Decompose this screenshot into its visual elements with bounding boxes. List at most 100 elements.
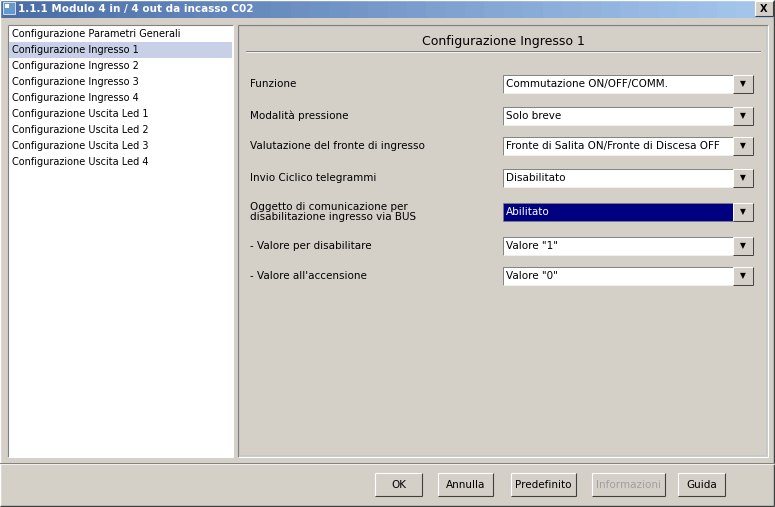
Bar — [733, 107, 753, 125]
Text: Valore "1": Valore "1" — [506, 241, 558, 251]
Text: ▼: ▼ — [740, 112, 746, 121]
Text: Configurazione Ingresso 4: Configurazione Ingresso 4 — [12, 93, 139, 103]
Text: - Valore all'accensione: - Valore all'accensione — [250, 271, 367, 281]
Bar — [39, 0, 59, 18]
Bar — [733, 137, 753, 155]
Text: X: X — [760, 4, 768, 14]
Bar — [155, 0, 175, 18]
Bar — [678, 0, 698, 18]
Bar — [756, 0, 775, 18]
Bar — [484, 0, 505, 18]
Text: Valutazione del fronte di ingresso: Valutazione del fronte di ingresso — [250, 141, 425, 151]
Text: Configurazione Ingresso 3: Configurazione Ingresso 3 — [12, 77, 139, 87]
Bar — [465, 0, 485, 18]
Text: Guida: Guida — [686, 480, 717, 489]
Text: Valore "0": Valore "0" — [506, 271, 558, 281]
Bar — [240, 27, 766, 455]
Bar — [232, 0, 253, 18]
Text: ▼: ▼ — [740, 80, 746, 89]
Bar — [733, 169, 753, 187]
Bar — [678, 473, 725, 496]
Text: Configurazione Ingresso 1: Configurazione Ingresso 1 — [422, 34, 584, 48]
Text: Commutazione ON/OFF/COMM.: Commutazione ON/OFF/COMM. — [506, 79, 668, 89]
Bar — [271, 0, 291, 18]
Bar — [291, 0, 311, 18]
Text: Solo breve: Solo breve — [506, 111, 561, 121]
Text: disabilitazione ingresso via BUS: disabilitazione ingresso via BUS — [250, 212, 416, 222]
Bar — [620, 0, 640, 18]
Bar — [368, 0, 388, 18]
Bar — [116, 0, 136, 18]
Bar — [375, 473, 422, 496]
Text: Configurazione Uscita Led 4: Configurazione Uscita Led 4 — [12, 157, 149, 167]
Bar — [252, 0, 272, 18]
Bar — [58, 0, 78, 18]
Bar — [503, 137, 733, 155]
Text: Annulla: Annulla — [446, 480, 485, 489]
Text: 1.1.1 Modulo 4 in / 4 out da incasso C02: 1.1.1 Modulo 4 in / 4 out da incasso C02 — [18, 4, 253, 14]
Text: OK: OK — [391, 480, 406, 489]
Bar — [733, 203, 753, 221]
Bar — [78, 0, 98, 18]
Bar — [426, 0, 446, 18]
Bar — [174, 0, 195, 18]
Text: Modalità pressione: Modalità pressione — [250, 111, 349, 121]
Text: - Valore per disabilitare: - Valore per disabilitare — [250, 241, 372, 251]
Bar — [733, 267, 753, 285]
Bar — [3, 2, 15, 14]
Text: Predefinito: Predefinito — [515, 480, 572, 489]
Bar — [329, 0, 350, 18]
Bar — [213, 0, 233, 18]
Bar — [562, 0, 582, 18]
Bar — [503, 75, 733, 93]
Bar — [736, 0, 756, 18]
Bar — [592, 473, 665, 496]
Bar — [523, 0, 543, 18]
Bar — [349, 0, 369, 18]
Bar — [659, 0, 679, 18]
Bar — [503, 107, 733, 125]
Text: ▼: ▼ — [740, 207, 746, 216]
Text: Configurazione Uscita Led 3: Configurazione Uscita Led 3 — [12, 141, 149, 151]
Bar — [717, 0, 737, 18]
Text: ▼: ▼ — [740, 272, 746, 280]
Bar — [407, 0, 427, 18]
Bar — [511, 473, 576, 496]
Bar — [503, 267, 733, 285]
Bar — [438, 473, 493, 496]
Bar — [581, 0, 601, 18]
Text: Fronte di Salita ON/Fronte di Discesa OFF: Fronte di Salita ON/Fronte di Discesa OF… — [506, 141, 720, 151]
Text: Configurazione Ingresso 2: Configurazione Ingresso 2 — [12, 61, 139, 71]
Text: Disabilitato: Disabilitato — [506, 173, 566, 183]
Bar — [733, 237, 753, 255]
Bar — [19, 0, 40, 18]
Bar — [503, 203, 733, 221]
Bar — [755, 1, 773, 16]
Text: Oggetto di comunicazione per: Oggetto di comunicazione per — [250, 202, 408, 212]
Text: ▼: ▼ — [740, 173, 746, 183]
Bar — [0, 0, 20, 18]
Text: Funzione: Funzione — [250, 79, 296, 89]
Bar — [310, 0, 330, 18]
Bar — [446, 0, 466, 18]
Bar — [503, 169, 733, 187]
Bar — [194, 0, 214, 18]
Bar — [542, 0, 563, 18]
Bar — [733, 75, 753, 93]
Bar — [8, 25, 233, 457]
Text: Configurazione Uscita Led 1: Configurazione Uscita Led 1 — [12, 109, 149, 119]
Bar — [504, 0, 524, 18]
Bar — [238, 25, 768, 457]
Text: Configurazione Uscita Led 2: Configurazione Uscita Led 2 — [12, 125, 149, 135]
Bar — [5, 4, 9, 8]
Bar — [601, 0, 621, 18]
Bar — [503, 237, 733, 255]
Bar — [639, 0, 660, 18]
Text: ▼: ▼ — [740, 141, 746, 151]
Bar — [698, 0, 718, 18]
Text: Configurazione Parametri Generali: Configurazione Parametri Generali — [12, 29, 181, 39]
Bar — [388, 0, 408, 18]
Text: Abilitato: Abilitato — [506, 207, 549, 217]
Text: Configurazione Ingresso 1: Configurazione Ingresso 1 — [12, 45, 139, 55]
Bar — [136, 0, 156, 18]
